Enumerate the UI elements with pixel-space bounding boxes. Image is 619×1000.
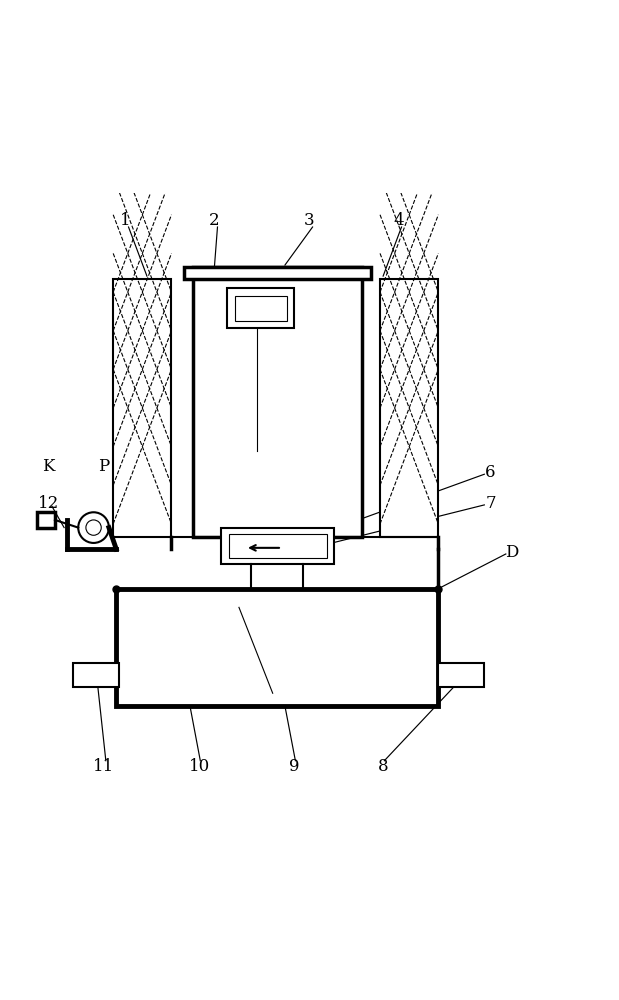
Text: 2: 2 (209, 212, 220, 229)
Text: 12: 12 (38, 495, 59, 512)
Bar (220, 528, 334, 564)
Text: 1: 1 (120, 212, 131, 229)
Bar (113, 279, 171, 537)
Text: P: P (98, 458, 110, 475)
Text: 7: 7 (485, 495, 496, 512)
Text: K: K (43, 458, 55, 475)
Text: 4: 4 (393, 212, 404, 229)
Bar (116, 589, 438, 706)
Bar (37, 512, 55, 528)
Text: 3: 3 (304, 212, 315, 229)
Text: 6: 6 (485, 464, 496, 481)
Bar (184, 267, 371, 279)
Bar (193, 267, 361, 537)
Text: 8: 8 (378, 758, 389, 775)
Text: D: D (505, 544, 519, 561)
Text: 10: 10 (188, 758, 210, 775)
Bar (227, 288, 294, 328)
Text: 9: 9 (289, 758, 300, 775)
Bar (73, 663, 119, 687)
Bar (438, 663, 484, 687)
Bar (228, 534, 327, 558)
Bar (235, 296, 287, 321)
Text: 11: 11 (93, 758, 115, 775)
Bar (380, 279, 438, 537)
